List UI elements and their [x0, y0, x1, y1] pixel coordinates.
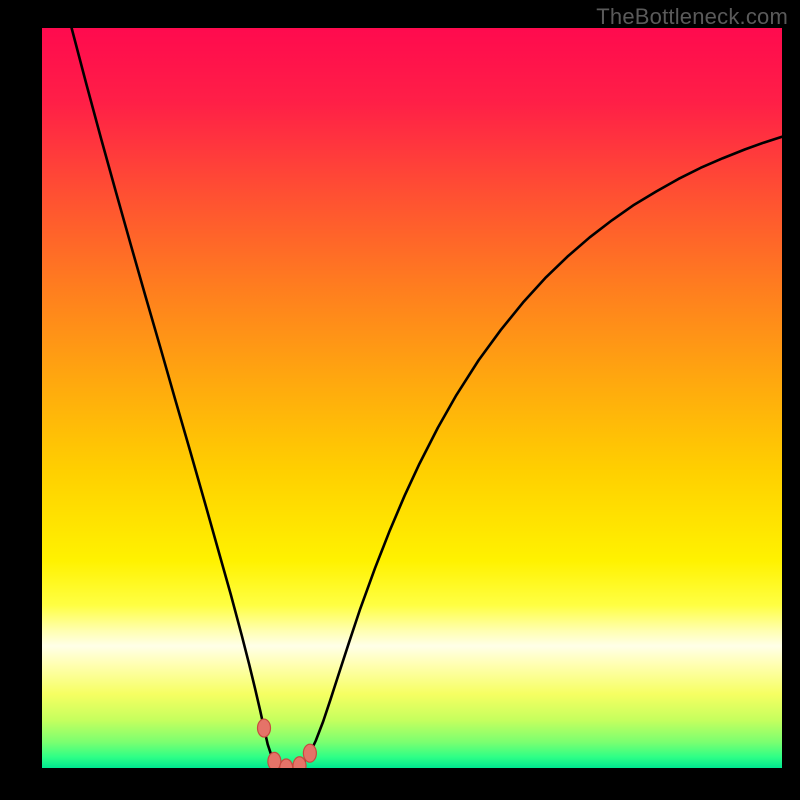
curve-marker: [258, 719, 271, 737]
curve-marker: [303, 744, 316, 762]
bottleneck-chart: [42, 28, 782, 768]
curve-marker: [268, 752, 281, 768]
chart-background: [42, 28, 782, 768]
watermark-text: TheBottleneck.com: [596, 4, 788, 30]
chart-svg: [42, 28, 782, 768]
